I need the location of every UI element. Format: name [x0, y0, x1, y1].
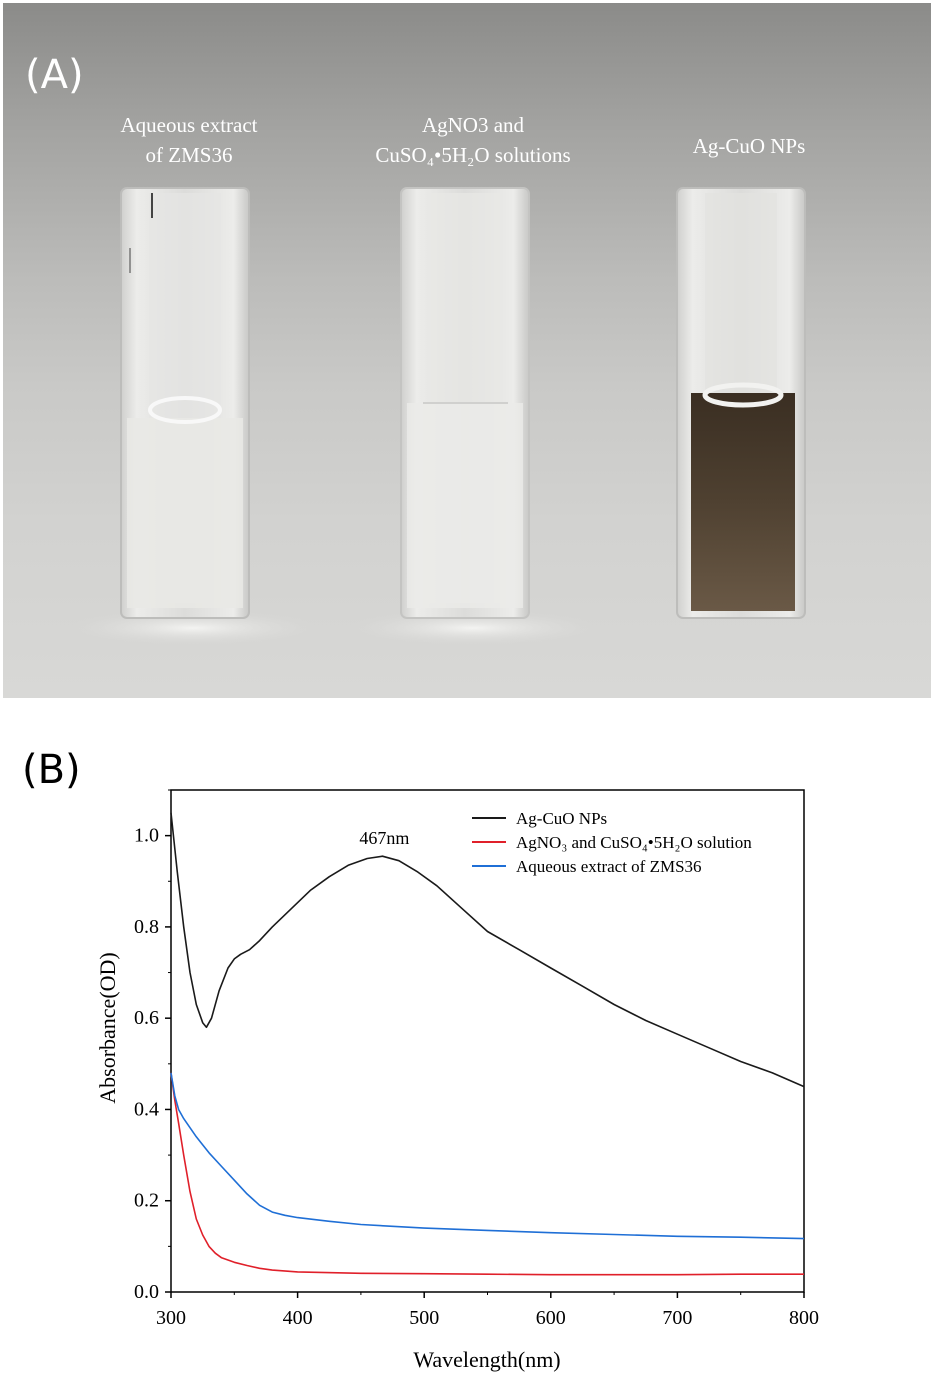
label-aqueous-extract: Aqueous extract of ZMS36	[120, 113, 258, 167]
y-tick-label: 0.0	[134, 1281, 159, 1303]
cuvette-nanoparticles	[676, 187, 806, 619]
series-line-2	[170, 1072, 805, 1240]
y-tick-label: 0.8	[134, 916, 159, 938]
x-axis-label: Wavelength(nm)	[413, 1347, 560, 1372]
x-tick-label: 600	[536, 1307, 566, 1329]
panel-b-letter: (B)	[22, 747, 81, 793]
x-tick-label: 300	[156, 1307, 186, 1329]
y-tick-label: 0.6	[134, 1007, 159, 1029]
legend-label: Ag-CuO NPs	[516, 809, 607, 828]
legend: Ag-CuO NPs AgNO₃ and CuSO₄•5H₂O solution A…	[472, 809, 752, 876]
y-tick-label: 1.0	[134, 825, 159, 847]
x-tick-label: 700	[662, 1307, 692, 1329]
cuvette-extract	[120, 187, 250, 619]
x-tick-label: 400	[283, 1307, 313, 1329]
absorbance-chart: 300 400 500 600 700 800 0.0 0.2 0.4 0.6 0.8 1.0 Ag-…	[95, 789, 819, 1372]
peak-annotation: 467nm	[359, 828, 409, 848]
y-tick-label: 0.2	[134, 1190, 159, 1212]
x-tick-label: 800	[789, 1307, 819, 1329]
legend-label: Aqueous extract of ZMS36	[516, 857, 702, 876]
axes: 300 400 500 600 700 800 0.0 0.2 0.4 0.6 0.8 1.0	[134, 789, 819, 1329]
cuvette-salt-solution	[400, 187, 530, 619]
legend-label: AgNO₃ and CuSO₄•5H₂O solution	[516, 833, 752, 852]
series-layer	[170, 812, 805, 1276]
series-line-0	[170, 812, 805, 1088]
label-nanoparticles: Ag-CuO NPs	[692, 134, 806, 158]
photo-panel: (A) Aqueous extract of ZMS36 AgNO3 and C…	[3, 3, 931, 698]
y-axis-label: Absorbance(OD)	[95, 952, 120, 1104]
x-tick-label: 500	[409, 1307, 439, 1329]
cuvettes-photo	[63, 187, 806, 646]
panel-a-letter: (A)	[25, 52, 84, 98]
y-tick-label: 0.4	[134, 1098, 159, 1120]
label-salt-solutions: AgNO3 and CuSO₄•5H₂O solutions	[375, 113, 571, 167]
series-line-1	[170, 1072, 804, 1276]
